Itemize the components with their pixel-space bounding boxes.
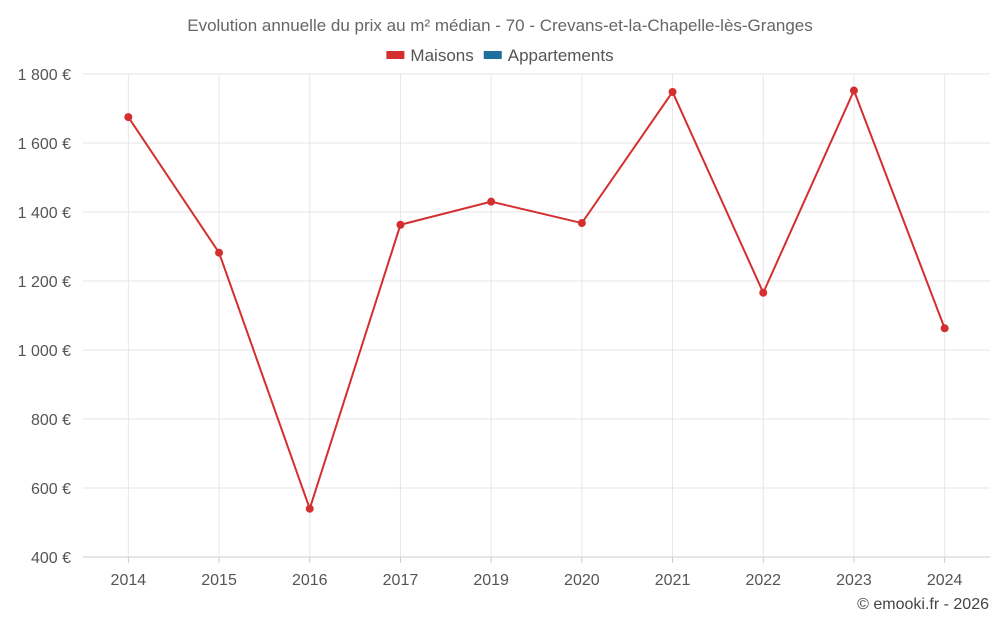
data-point[interactable] — [940, 324, 949, 333]
data-point[interactable] — [668, 87, 677, 96]
x-tick-label: 2016 — [292, 572, 328, 589]
y-tick-label: 400 € — [31, 550, 71, 567]
data-point[interactable] — [849, 86, 858, 95]
x-tick-label: 2014 — [111, 572, 147, 589]
chart-series — [124, 86, 949, 513]
legend-label: Appartements — [508, 46, 614, 65]
chart-legend: Maisons Appartements — [386, 46, 614, 65]
x-tick-label: 2024 — [927, 572, 963, 589]
y-tick-label: 600 € — [31, 481, 71, 498]
data-point[interactable] — [124, 113, 133, 122]
y-tick-label: 800 € — [31, 412, 71, 429]
y-tick-label: 1 800 € — [18, 67, 71, 84]
x-tick-label: 2022 — [745, 572, 781, 589]
x-tick-label: 2021 — [655, 572, 691, 589]
data-point[interactable] — [487, 197, 496, 206]
legend-swatch — [386, 51, 405, 59]
x-tick-label: 2015 — [201, 572, 237, 589]
y-tick-label: 1 400 € — [18, 205, 71, 222]
x-tick-label: 2023 — [836, 572, 872, 589]
copyright-text: © emooki.fr - 2026 — [857, 596, 989, 613]
data-point[interactable] — [759, 288, 768, 297]
chart-grid — [83, 73, 990, 558]
legend-item-maisons[interactable]: Maisons — [386, 46, 474, 65]
series-line-maisons — [127, 87, 946, 512]
y-tick-label: 1 000 € — [18, 343, 71, 360]
x-tick-label: 2017 — [383, 572, 419, 589]
data-point[interactable] — [305, 504, 314, 513]
x-tick-label: 2019 — [473, 572, 509, 589]
data-point[interactable] — [577, 219, 586, 228]
data-point[interactable] — [215, 248, 224, 257]
x-tick-label: 2020 — [564, 572, 600, 589]
legend-item-appartements[interactable]: Appartements — [483, 46, 614, 65]
data-point[interactable] — [396, 220, 405, 229]
y-tick-label: 1 600 € — [18, 136, 71, 153]
chart-title: Evolution annuelle du prix au m² médian … — [187, 16, 813, 35]
y-tick-label: 1 200 € — [18, 274, 71, 291]
legend-swatch — [483, 51, 502, 59]
y-axis: 400 € 600 € 800 € 1 000 € 1 200 € 1 400 € 1 60… — [18, 67, 71, 567]
legend-label: Maisons — [410, 46, 473, 65]
x-axis: 2014 2015 2016 2017 2019 2020 2021 2022 2023 2024 — [111, 557, 963, 589]
